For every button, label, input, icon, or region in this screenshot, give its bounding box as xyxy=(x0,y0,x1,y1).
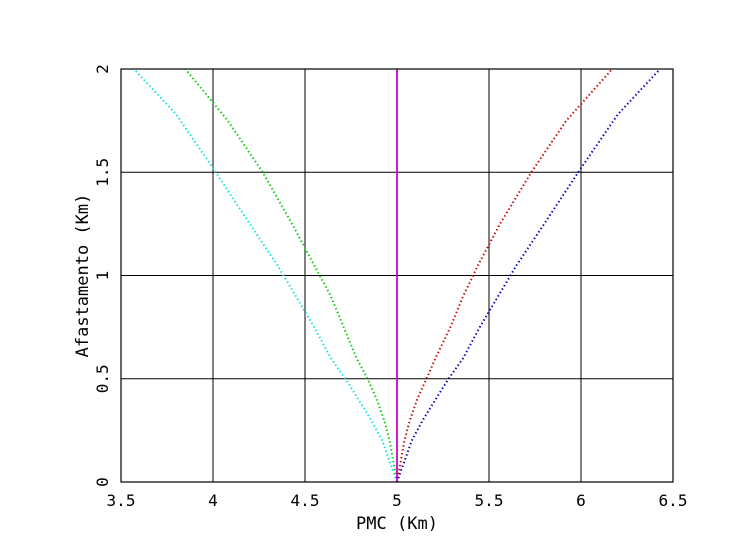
ticks: 3.5 4 4.5 5 5.5 6 6.5 0 0.5 1 1.5 2 xyxy=(93,64,687,510)
x-tick-label: 3.5 xyxy=(107,491,136,510)
x-tick-label: 4.5 xyxy=(291,491,320,510)
x-axis-label: PMC (Km) xyxy=(356,514,438,534)
x-tick-label: 5.5 xyxy=(475,491,504,510)
series-line-2 xyxy=(184,68,398,483)
series-layer xyxy=(133,68,661,483)
x-tick-label: 6 xyxy=(576,491,586,510)
plot-frame xyxy=(120,68,674,483)
y-tick-label: 0.5 xyxy=(93,364,112,393)
y-tick-label: 0 xyxy=(93,477,112,487)
y-tick-label: 2 xyxy=(93,64,112,74)
x-tick-label: 4 xyxy=(208,491,218,510)
y-tick-label: 1.5 xyxy=(93,158,112,187)
x-tick-label: 5 xyxy=(392,491,402,510)
x-tick-label: 6.5 xyxy=(659,491,688,510)
y-axis-label: Afastamento (Km) xyxy=(73,194,93,358)
y-tick-label: 1 xyxy=(93,271,112,281)
